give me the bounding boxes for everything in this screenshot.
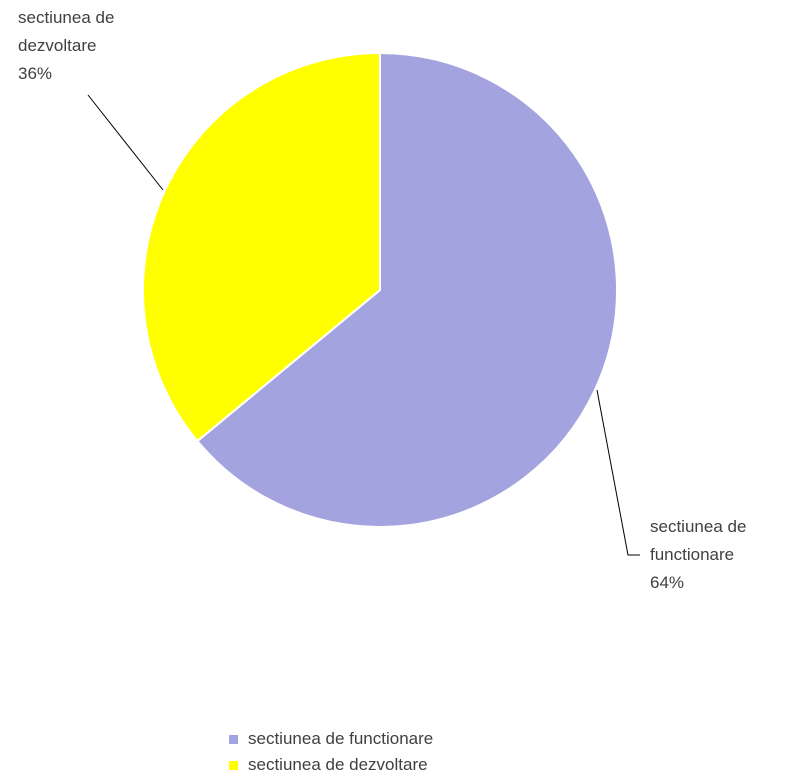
- data-label: sectiunea de dezvoltare 36%: [18, 4, 148, 88]
- leader-line: [87, 94, 164, 191]
- pie-slice: [195, 51, 618, 528]
- legend-item: sectiunea de dezvoltare: [229, 755, 428, 775]
- legend-swatch: [229, 760, 238, 770]
- label-category: sectiunea de dezvoltare: [18, 8, 115, 55]
- legend-swatch: [229, 734, 238, 744]
- legend-item: sectiunea de functionare: [229, 729, 433, 749]
- pie-slice: [142, 51, 381, 443]
- label-category: sectiunea de functionare: [650, 517, 747, 564]
- label-value: 64%: [650, 573, 685, 592]
- leader-line: [596, 389, 640, 556]
- legend-label: sectiunea de dezvoltare: [248, 755, 428, 774]
- data-label: sectiunea de functionare 64%: [650, 513, 790, 597]
- legend-label: sectiunea de functionare: [248, 729, 434, 748]
- label-value: 36%: [18, 64, 53, 83]
